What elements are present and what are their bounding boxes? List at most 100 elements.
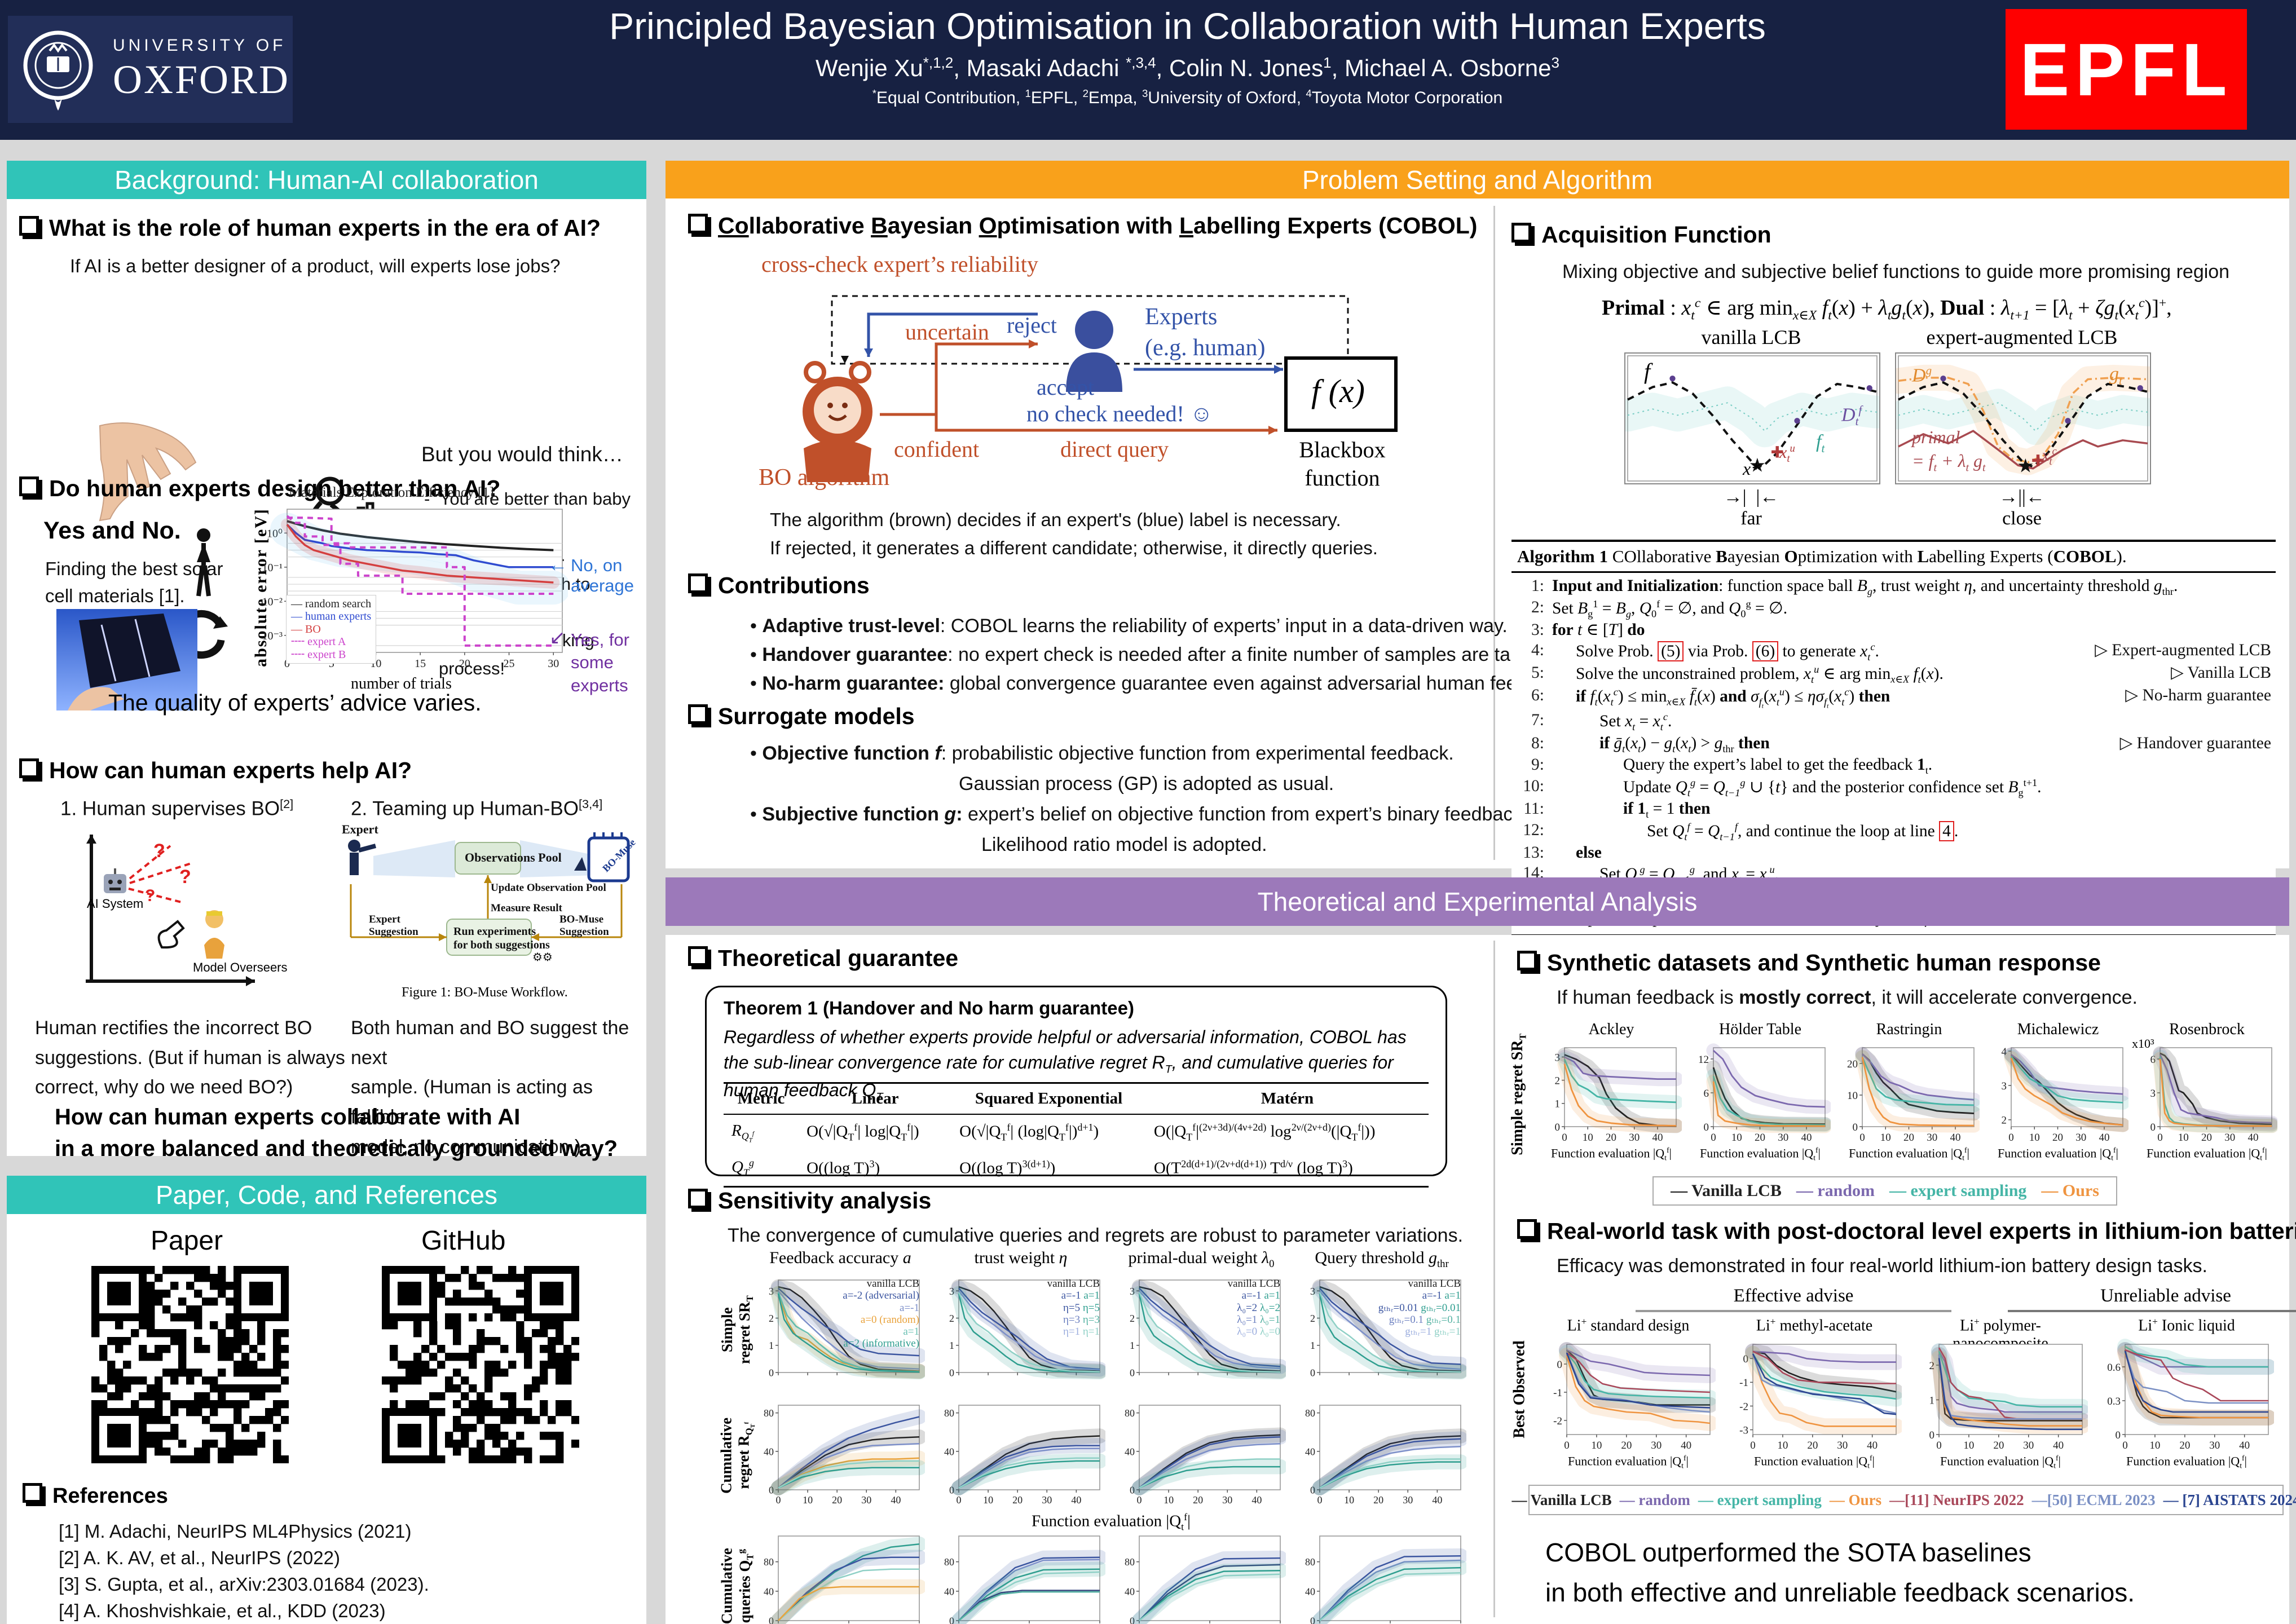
svg-text:20: 20	[1847, 1058, 1858, 1070]
svg-text:✚: ✚	[2031, 452, 2044, 470]
theorem-table: Metric Linear Squared Exponential Matérn RQ…	[724, 1082, 1429, 1188]
svg-text:0: 0	[284, 657, 290, 670]
svg-text:0: 0	[1317, 1494, 1323, 1506]
svg-text:30: 30	[2075, 1132, 2086, 1144]
realworld-plot-title: Li+ methyl-acetate	[1756, 1316, 1873, 1335]
svg-text:80: 80	[944, 1556, 954, 1568]
synthetic-ylabel: Simple regret SRT	[1509, 1033, 1528, 1155]
sensitivity-plot-s33: 010020004080	[1117, 1530, 1286, 1624]
effective-advise-label: Effective advise	[1636, 1286, 1951, 1312]
refs-heading: References	[52, 1484, 168, 1508]
cobol-caption2: If rejected, it generates a different ca…	[770, 537, 1378, 558]
background-header: Background: Human-AI collaboration	[7, 161, 646, 199]
poster-affiliations: *Equal Contribution, 1EPFL, 2Empa, 3Univ…	[872, 87, 1503, 107]
sensitivity-xlabel: Function evaluation |Qtf|	[1032, 1511, 1191, 1533]
oxford-top-label: UNIVERSITY OF	[113, 36, 287, 55]
checkbox-icon	[688, 946, 708, 966]
realworld-plot-li3: 0 10 20 30 40 0 1 2	[1913, 1339, 2088, 1451]
sketch-xc-label: xtc	[2042, 445, 2057, 467]
sketch-dg-label: Dg	[1912, 364, 1932, 386]
sensitivity-plot-s12: 0 1 2 3	[936, 1274, 1105, 1382]
hand-icon	[99, 422, 197, 522]
vanilla-lcb-label: vanilla LCB	[1701, 326, 1801, 348]
analysis-header: Theoretical and Experimental Analysis	[666, 877, 2289, 926]
sensitivity-legend: vanilla LCB a=-2 (adversarial) a=-1 a=0 (ra…	[843, 1278, 919, 1350]
annotation-arrow-icon: ←	[548, 554, 567, 576]
realworld-plot-xlabel: Function evaluation |Qtf|	[1754, 1454, 1875, 1470]
sensitivity-legend: vanilla LCB a=-1 a=1 λ₀=2 λ₀=2 λ₀=1 λ₀=1 λ₀=…	[1227, 1278, 1280, 1338]
svg-text:30: 30	[1222, 1494, 1232, 1506]
svg-text:BO-Muse: BO-Muse	[559, 914, 603, 925]
svg-text:-1: -1	[1553, 1387, 1562, 1399]
svg-text:?: ?	[179, 866, 191, 888]
svg-text:0: 0	[1704, 1122, 1709, 1133]
reject-label: reject	[1007, 312, 1057, 338]
uncertain-label: uncertain	[905, 319, 989, 345]
ref-item: [1] M. Adachi, NeurIPS ML4Physics (2021)	[59, 1521, 412, 1542]
svg-text:-1: -1	[1739, 1377, 1748, 1389]
svg-text:30: 30	[2224, 1132, 2235, 1144]
svg-text:0: 0	[2150, 1122, 2156, 1133]
svg-text:-2: -2	[1553, 1415, 1562, 1427]
accept-label: accept	[1037, 374, 1095, 400]
svg-text:0: 0	[949, 1615, 954, 1624]
algorithm-line: 12: Set Qtf = Qt−1f, and continue the loo…	[1523, 820, 1959, 842]
svg-text:40: 40	[764, 1586, 774, 1597]
svg-text:40: 40	[764, 1446, 774, 1457]
sketch-gt-label: gt	[2109, 364, 2122, 387]
svg-text:10: 10	[803, 1494, 813, 1506]
svg-text:40: 40	[944, 1446, 954, 1457]
svg-text:0: 0	[1853, 1122, 1858, 1133]
q3-col2-title: 2. Teaming up Human-BO[3,4]	[351, 797, 603, 820]
svg-text:20: 20	[1606, 1132, 1616, 1144]
sketch-xu-label: xtu	[1779, 443, 1795, 465]
svg-text:10⁰: 10⁰	[267, 528, 283, 540]
synthetic-plot-xlabel: Function evaluation |Qtf|	[1849, 1146, 1969, 1162]
svg-text:Measure Result: Measure Result	[491, 902, 562, 914]
sensitivity-heading: Sensitivity analysis	[718, 1188, 932, 1213]
realworld-plot-li2: 0 10 20 30 40 0 -1 -2 -3	[1727, 1339, 1902, 1451]
ref-item: [2] A. K. AV, et al., NeurIPS (2022)	[59, 1547, 340, 1568]
svg-text:30: 30	[1778, 1132, 1788, 1144]
svg-text:80: 80	[1305, 1556, 1315, 1568]
sensitivity-plot-s13: 0 1 2 3	[1117, 1274, 1286, 1382]
svg-text:10: 10	[2029, 1132, 2040, 1144]
rosenbrock-scale-note: x10³	[2132, 1036, 2154, 1051]
svg-text:★: ★	[2017, 456, 2034, 477]
sketch-ft-label: ft	[1816, 431, 1825, 455]
analysis-panel: Theoretical guarantee Theorem 1 (Handove…	[666, 935, 2296, 1624]
svg-text:?: ?	[153, 840, 165, 862]
materials-legend: — random search — human experts — BO ╌╌ exp…	[286, 595, 377, 664]
realworld-plot-li1: 0 10 20 30 40 0 -1 -2	[1541, 1339, 1716, 1451]
realworld-ylabel: Best Observed	[1510, 1340, 1528, 1438]
blackbox-label: Blackbox function	[1299, 437, 1386, 491]
svg-text:40: 40	[1867, 1440, 1878, 1451]
conclusion: COBOL outperformed the SOTA baselines in …	[1545, 1538, 2135, 1608]
svg-text:0: 0	[1310, 1484, 1315, 1495]
synthetic-plot-title: Ackley	[1588, 1021, 1634, 1038]
svg-text:10: 10	[1731, 1132, 1742, 1144]
svg-text:0: 0	[2157, 1132, 2163, 1144]
svg-text:30: 30	[548, 657, 559, 670]
svg-text:0: 0	[769, 1615, 774, 1624]
svg-text:10: 10	[1583, 1132, 1593, 1144]
surrogate-item1: • Objective function f: probabilistic ob…	[750, 743, 1454, 764]
svg-text:0: 0	[2122, 1440, 2128, 1451]
q3-col1-title: 1. Human supervises BO[2]	[60, 797, 294, 820]
far-label: →| |← far	[1723, 487, 1779, 529]
human-supervises-diagram: ? ? ?	[86, 835, 255, 986]
svg-text:20: 20	[832, 1494, 842, 1506]
svg-text:6: 6	[1704, 1088, 1709, 1100]
svg-text:10: 10	[2178, 1132, 2189, 1144]
cross-check-label: cross-check expert’s reliability	[761, 251, 1038, 277]
paper-label: Paper	[151, 1226, 223, 1256]
sensitivity-legend: vanilla LCB a=-1 a=1 gₜₕᵣ=0.01 gₜₕᵣ=0.01 gₜ…	[1378, 1278, 1461, 1338]
algorithm-line: 3: for t ∈ [T] do	[1531, 621, 1645, 639]
svg-text:1: 1	[1929, 1394, 1935, 1406]
svg-text:●: ●	[1793, 413, 1801, 428]
svg-text:0: 0	[769, 1484, 774, 1495]
svg-text:0: 0	[1936, 1440, 1942, 1451]
svg-text:0: 0	[2008, 1132, 2014, 1144]
realworld-plot-xlabel: Function evaluation |Qtf|	[1940, 1454, 2061, 1470]
sensitivity-sub: The convergence of cumulative queries an…	[728, 1225, 1464, 1246]
